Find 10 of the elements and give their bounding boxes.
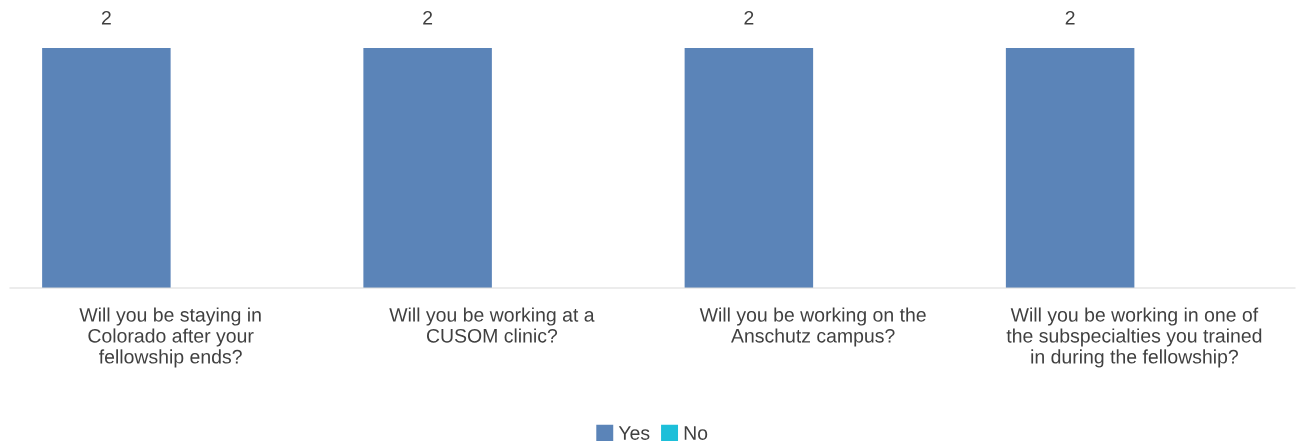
legend-label: No xyxy=(684,426,708,440)
data-label: 2 xyxy=(101,10,111,25)
data-label: 2 xyxy=(1065,10,1075,25)
x-tick-label: Will you be working at a CUSOM clinic? xyxy=(389,307,595,343)
legend-label: Yes xyxy=(618,426,650,440)
x-tick-label: Will you be working in one of the subspecialties you trained in during the fellowship? xyxy=(1006,307,1262,368)
data-label: 2 xyxy=(744,10,754,25)
x-tick-label: Will you be staying in Colorado after your fellowship ends? xyxy=(79,307,261,368)
data-label: 2 xyxy=(423,10,433,25)
x-tick-label: Will you be working on the Anschutz campus? xyxy=(699,307,926,347)
